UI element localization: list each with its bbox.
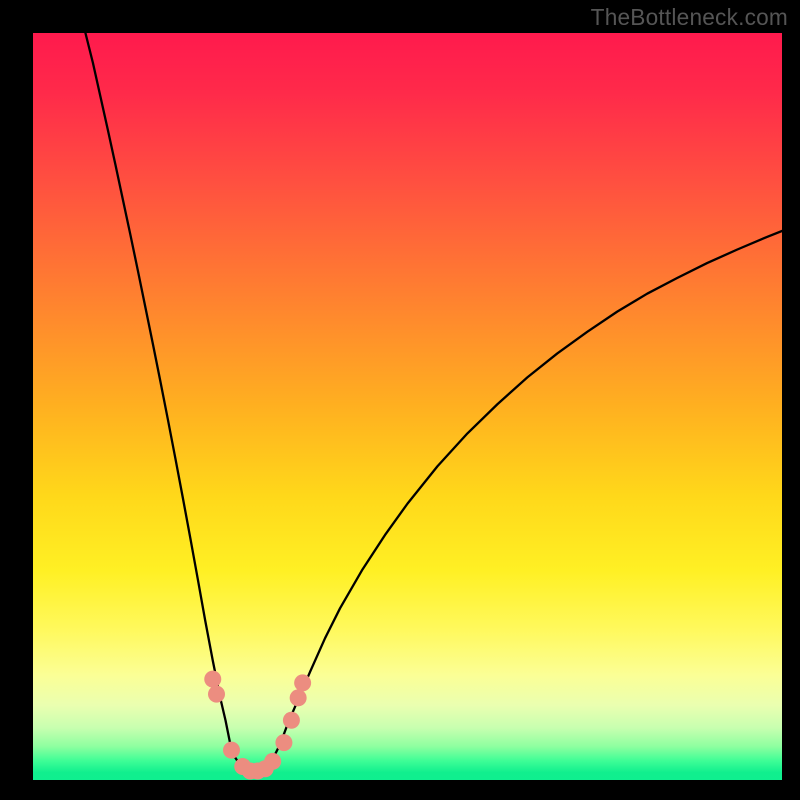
curve-marker xyxy=(223,742,240,759)
curve-marker xyxy=(283,712,300,729)
chart-svg xyxy=(33,33,782,780)
plot-area xyxy=(33,33,782,780)
chart-frame: TheBottleneck.com xyxy=(0,0,800,800)
gradient-background xyxy=(33,33,782,780)
curve-marker xyxy=(290,689,307,706)
curve-marker xyxy=(208,686,225,703)
curve-marker xyxy=(275,734,292,751)
curve-marker xyxy=(294,674,311,691)
curve-marker xyxy=(204,671,221,688)
curve-marker xyxy=(264,753,281,770)
watermark-text: TheBottleneck.com xyxy=(591,4,788,31)
